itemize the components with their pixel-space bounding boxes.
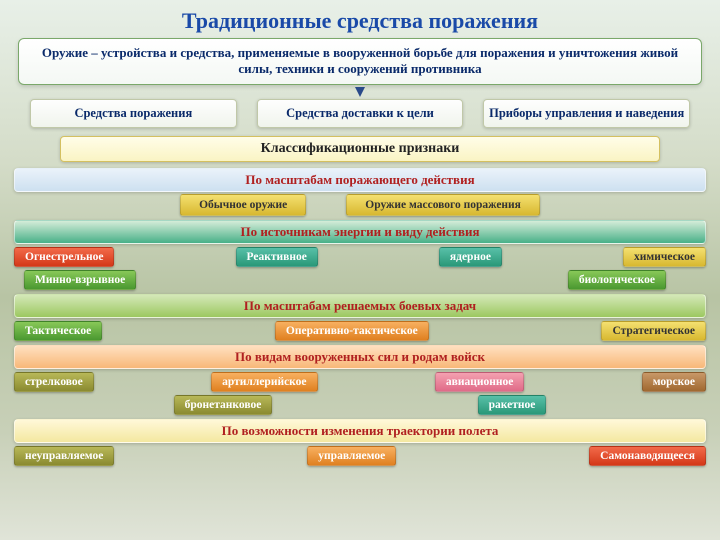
tag-tactical: Тактическое (14, 321, 102, 341)
definition-box: Оружие – устройства и средства, применяе… (18, 38, 702, 85)
tag-nuclear: ядерное (439, 247, 502, 267)
tag-firearm: Огнестрельное (14, 247, 114, 267)
tag-naval: морское (642, 372, 706, 392)
tag-rocket: ракетное (478, 395, 547, 415)
section3-title: По масштабам решаемых боевых задач (14, 294, 706, 318)
tag-unguided: неуправляемое (14, 446, 114, 466)
section2-row1: Огнестрельное Реактивное ядерное химичес… (14, 247, 706, 267)
arrow-down-icon (355, 87, 365, 97)
tag-homing: Самонаводящееся (589, 446, 706, 466)
tag-conventional: Обычное оружие (180, 194, 306, 216)
section3-tags: Тактическое Оперативно-тактическое Страт… (14, 321, 706, 341)
component-means: Средства поражения (30, 99, 237, 128)
section1-tags: Обычное оружие Оружие массового поражени… (14, 194, 706, 216)
section2-row2: Минно-взрывное биологическое (14, 270, 706, 290)
tag-small-arms: стрелковое (14, 372, 94, 392)
section4-title: По видам вооруженных сил и родам войск (14, 345, 706, 369)
tag-strategic: Стратегическое (601, 321, 706, 341)
section2-title: По источникам энергии и виду действия (14, 220, 706, 244)
tag-mine: Минно-взрывное (24, 270, 136, 290)
tag-biological: биологическое (568, 270, 666, 290)
tag-operational: Оперативно-тактическое (275, 321, 429, 341)
tag-artillery: артиллерийское (211, 372, 317, 392)
tag-wmd: Оружие массового поражения (346, 194, 540, 216)
section4-row2: бронетанковое ракетное (14, 395, 706, 415)
section5-title: По возможности изменения траектории поле… (14, 419, 706, 443)
section5-tags: неуправляемое управляемое Самонаводящеес… (14, 446, 706, 466)
page-title: Традиционные средства поражения (0, 0, 720, 38)
tag-reactive: Реактивное (236, 247, 318, 267)
tag-chemical: химическое (623, 247, 706, 267)
component-delivery: Средства доставки к цели (257, 99, 464, 128)
section1-title: По масштабам поражающего действия (14, 168, 706, 192)
section4-row1: стрелковое артиллерийское авиационное мо… (14, 372, 706, 392)
tag-aviation: авиационное (435, 372, 524, 392)
components-row: Средства поражения Средства доставки к ц… (30, 99, 690, 128)
classification-header: Классификационные признаки (60, 136, 660, 162)
component-guidance: Приборы управления и наведения (483, 99, 690, 128)
tag-armored: бронетанковое (174, 395, 273, 415)
tag-guided: управляемое (307, 446, 396, 466)
